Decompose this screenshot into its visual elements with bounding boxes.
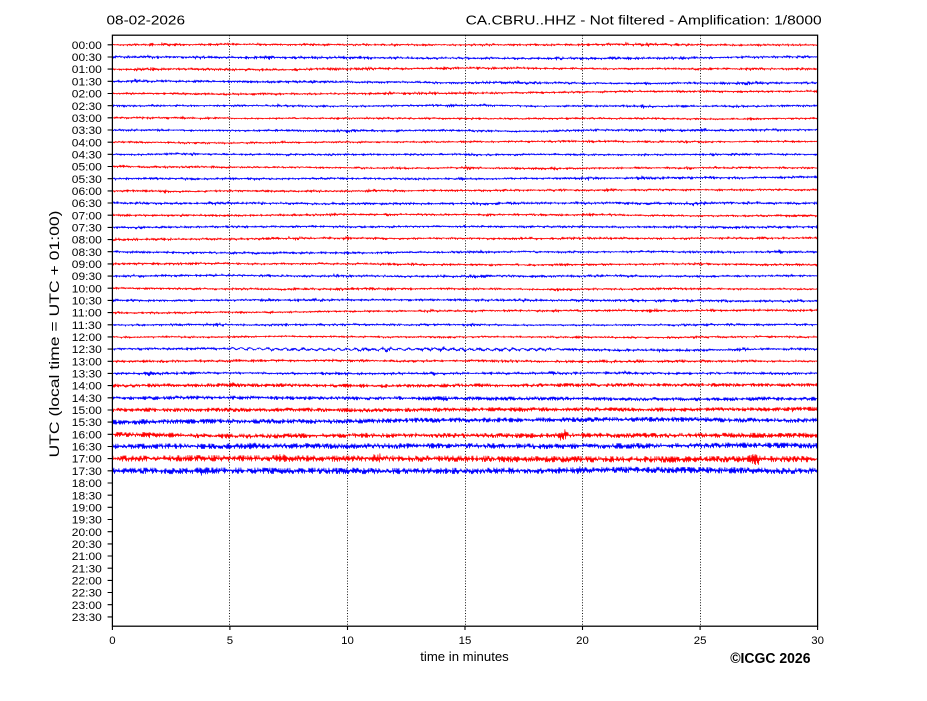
svg-text:00:30: 00:30: [72, 52, 102, 64]
svg-text:07:00: 07:00: [72, 210, 102, 222]
svg-text:10: 10: [341, 635, 354, 647]
svg-text:15:30: 15:30: [72, 417, 102, 429]
svg-text:04:00: 04:00: [72, 137, 102, 149]
svg-text:18:30: 18:30: [72, 490, 102, 502]
svg-text:06:30: 06:30: [72, 198, 102, 210]
svg-text:22:00: 22:00: [72, 576, 102, 588]
svg-text:22:30: 22:30: [72, 588, 102, 600]
svg-text:00:00: 00:00: [72, 40, 102, 52]
svg-text:23:00: 23:00: [72, 600, 102, 612]
svg-text:05:00: 05:00: [72, 162, 102, 174]
svg-text:14:00: 14:00: [72, 381, 102, 393]
svg-text:13:00: 13:00: [72, 356, 102, 368]
svg-text:21:30: 21:30: [72, 563, 102, 575]
svg-text:14:30: 14:30: [72, 393, 102, 405]
svg-text:23:30: 23:30: [72, 612, 102, 624]
svg-text:0: 0: [109, 635, 115, 647]
svg-text:CA.CBRU..HHZ - Not filtered -: CA.CBRU..HHZ - Not filtered - Amplificat…: [466, 12, 822, 27]
svg-text:08:30: 08:30: [72, 247, 102, 259]
svg-text:11:30: 11:30: [72, 320, 102, 332]
svg-text:21:00: 21:00: [72, 551, 102, 563]
svg-text:20:30: 20:30: [72, 539, 102, 551]
svg-text:17:00: 17:00: [72, 454, 102, 466]
svg-text:02:30: 02:30: [72, 101, 102, 113]
svg-text:16:00: 16:00: [72, 429, 102, 441]
svg-text:10:30: 10:30: [72, 296, 102, 308]
svg-text:18:00: 18:00: [72, 478, 102, 490]
svg-text:20: 20: [576, 635, 589, 647]
svg-text:13:30: 13:30: [72, 369, 102, 381]
svg-text:12:00: 12:00: [72, 332, 102, 344]
svg-text:19:30: 19:30: [72, 515, 102, 527]
svg-text:07:30: 07:30: [72, 223, 102, 235]
svg-text:11:00: 11:00: [72, 308, 102, 320]
svg-text:30: 30: [811, 635, 824, 647]
svg-text:UTC (local time = UTC + 01:00): UTC (local time = UTC + 01:00): [47, 211, 62, 458]
svg-text:02:00: 02:00: [72, 89, 102, 101]
svg-text:04:30: 04:30: [72, 149, 102, 161]
svg-text:09:00: 09:00: [72, 259, 102, 271]
svg-text:12:30: 12:30: [72, 344, 102, 356]
svg-text:15: 15: [459, 635, 472, 647]
svg-text:©ICGC 2026: ©ICGC 2026: [730, 651, 810, 667]
svg-text:19:00: 19:00: [72, 502, 102, 514]
svg-text:06:00: 06:00: [72, 186, 102, 198]
svg-text:time in minutes: time in minutes: [420, 649, 509, 664]
svg-text:08-02-2026: 08-02-2026: [107, 12, 186, 27]
svg-text:10:00: 10:00: [72, 283, 102, 295]
svg-text:5: 5: [227, 635, 233, 647]
svg-text:01:30: 01:30: [72, 76, 102, 88]
svg-text:03:30: 03:30: [72, 125, 102, 137]
svg-text:03:00: 03:00: [72, 113, 102, 125]
svg-text:05:30: 05:30: [72, 174, 102, 186]
svg-text:15:00: 15:00: [72, 405, 102, 417]
svg-text:16:30: 16:30: [72, 442, 102, 454]
svg-text:20:00: 20:00: [72, 527, 102, 539]
svg-text:25: 25: [694, 635, 707, 647]
svg-text:09:30: 09:30: [72, 271, 102, 283]
svg-text:17:30: 17:30: [72, 466, 102, 478]
svg-text:01:00: 01:00: [72, 64, 102, 76]
svg-text:08:00: 08:00: [72, 235, 102, 247]
